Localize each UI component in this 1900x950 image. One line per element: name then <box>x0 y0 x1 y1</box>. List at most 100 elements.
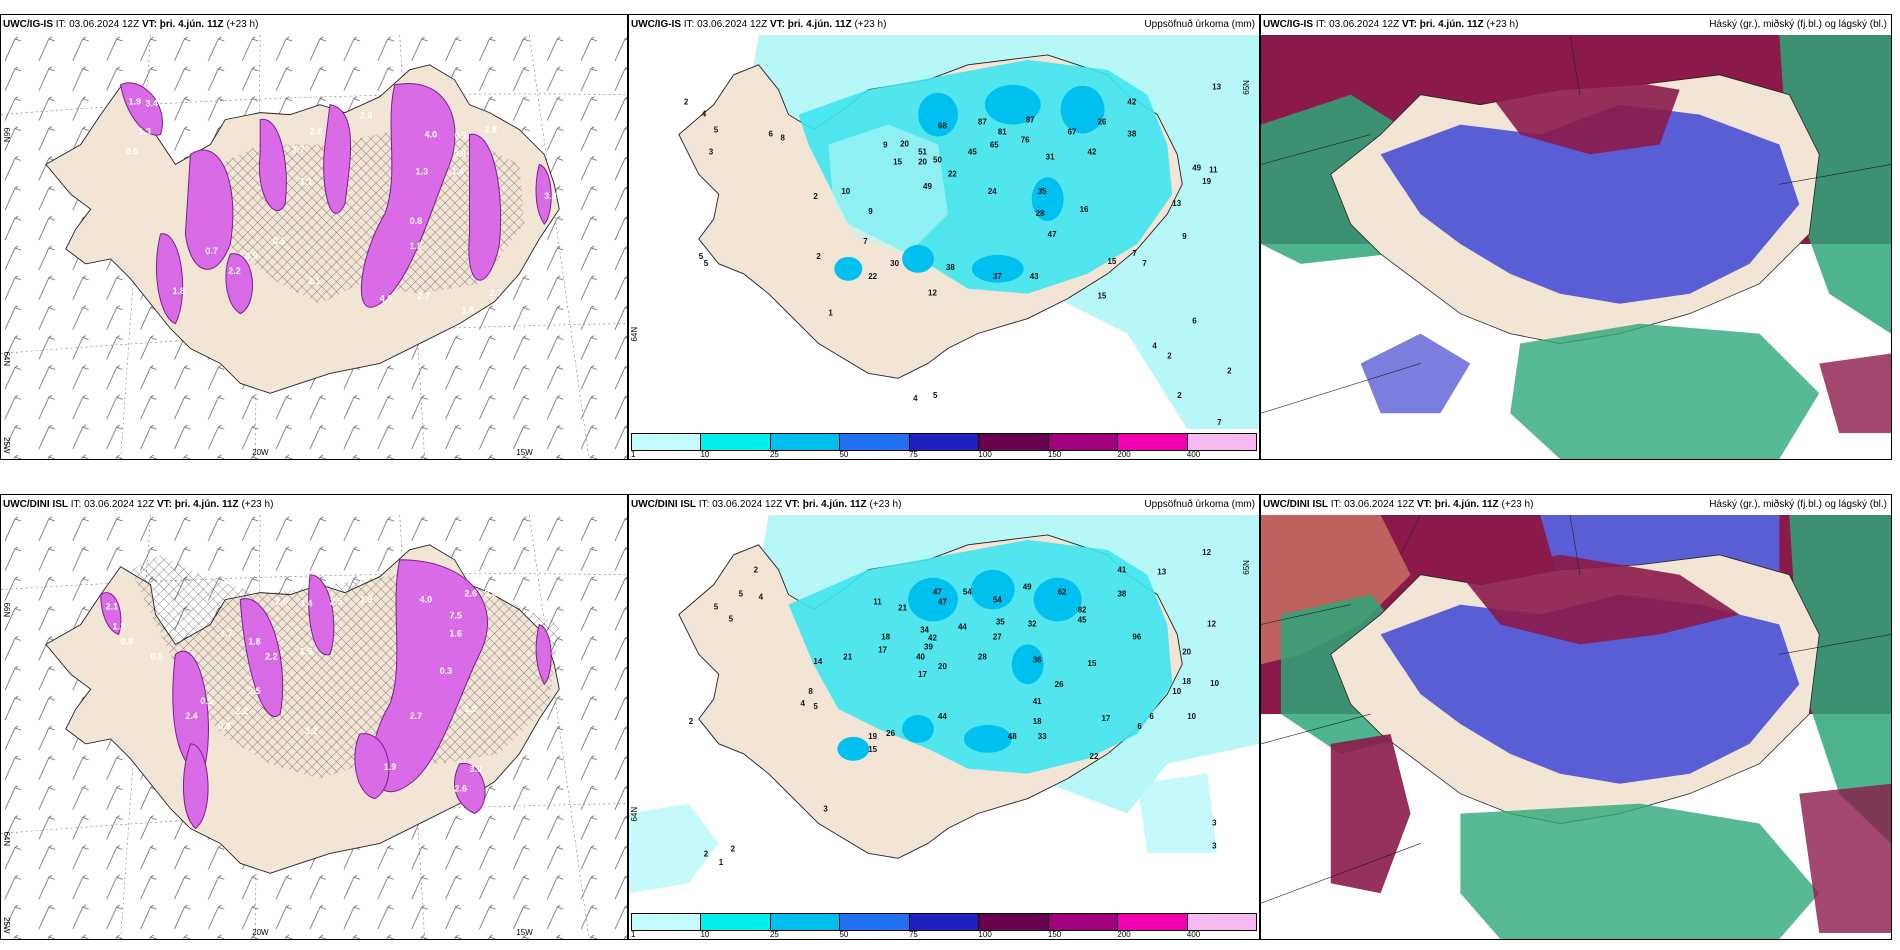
svg-text:18: 18 <box>1182 677 1191 686</box>
svg-text:5: 5 <box>729 614 734 623</box>
svg-text:10: 10 <box>841 187 850 196</box>
svg-text:42: 42 <box>1088 147 1097 156</box>
map-svg-bm: 2 5 4 5 5 11 21 47 54 49 62 41 13 12 47 … <box>629 515 1259 909</box>
svg-text:30: 30 <box>890 259 899 268</box>
svg-text:87: 87 <box>1026 116 1035 125</box>
precip-colorbar: 1 10 25 50 75 100 150 200 400 <box>629 429 1259 459</box>
svg-text:62: 62 <box>1058 588 1067 597</box>
precip-map: 2 5 4 5 5 11 21 47 54 49 62 41 13 12 47 … <box>629 515 1259 909</box>
svg-text:5: 5 <box>933 391 938 400</box>
vt-value: þri. 4.jún. 11Z <box>787 19 852 30</box>
lead-time: (+23 h) <box>1501 499 1534 510</box>
cb-label: 50 <box>839 930 849 939</box>
svg-text:64N: 64N <box>2 832 11 847</box>
svg-text:4.0: 4.0 <box>380 294 392 304</box>
svg-text:1: 1 <box>828 309 833 318</box>
svg-text:81: 81 <box>998 128 1007 137</box>
svg-text:1.7: 1.7 <box>220 628 232 638</box>
panel-bot-left: UWC/DINI ISL IT: 03.06.2024 12Z VT: þri.… <box>0 494 628 940</box>
svg-text:15W: 15W <box>516 448 533 457</box>
cb-swatch <box>1118 434 1188 450</box>
it-value: 03.06.2024 12Z <box>1344 499 1415 510</box>
field-title: Uppsöfnuð úrkoma (mm) <box>1144 19 1255 30</box>
boundary-lines <box>1261 515 1891 904</box>
svg-text:2: 2 <box>704 849 709 858</box>
svg-text:65N: 65N <box>1242 80 1251 95</box>
svg-text:3: 3 <box>1212 841 1217 850</box>
cb-swatch <box>1048 434 1119 450</box>
it-value: 03.06.2024 12Z <box>697 19 768 30</box>
vt-label: VT: <box>769 19 785 30</box>
model-name: UWC/IG-IS <box>631 19 681 30</box>
svg-text:49: 49 <box>923 182 932 191</box>
svg-text:2.7: 2.7 <box>292 144 304 154</box>
colorbar-swatches <box>631 433 1257 451</box>
svg-text:7.5: 7.5 <box>450 611 462 621</box>
svg-text:6: 6 <box>1137 722 1142 731</box>
svg-text:48: 48 <box>1008 732 1017 741</box>
it-label: IT: <box>683 19 695 30</box>
map-svg-tr <box>1261 35 1891 459</box>
svg-text:66N: 66N <box>2 603 11 618</box>
svg-text:47: 47 <box>938 598 947 607</box>
it-value: 03.06.2024 12Z <box>69 19 140 30</box>
svg-text:28: 28 <box>1036 209 1045 218</box>
svg-text:1: 1 <box>719 858 724 867</box>
precip-bands <box>100 559 552 830</box>
svg-text:0.8: 0.8 <box>410 216 422 226</box>
svg-text:49: 49 <box>1023 583 1032 592</box>
axis-labels: 66N 64N 25W 20W 15W <box>2 603 533 937</box>
svg-text:4.0: 4.0 <box>425 130 437 140</box>
mid-cloud-layer <box>1380 104 1800 304</box>
svg-text:2.4: 2.4 <box>185 711 197 721</box>
svg-text:2.2: 2.2 <box>228 266 240 276</box>
value-labels: 2 5 4 5 5 11 21 47 54 49 62 41 13 12 47 … <box>689 548 1220 867</box>
svg-text:2.6: 2.6 <box>275 597 287 607</box>
colorbar-labels: 1 10 25 50 75 100 150 200 400 <box>631 930 1257 939</box>
svg-text:1.9: 1.9 <box>384 762 396 772</box>
mid-cloud-layer <box>1380 594 1800 784</box>
svg-text:6: 6 <box>769 129 774 138</box>
svg-text:6: 6 <box>1192 317 1197 326</box>
svg-text:15: 15 <box>1107 257 1116 266</box>
svg-text:21: 21 <box>898 604 907 613</box>
svg-text:0.7: 0.7 <box>205 246 217 256</box>
svg-text:0.5: 0.5 <box>126 146 138 156</box>
cb-label: 200 <box>1117 450 1131 459</box>
cloud-map <box>1261 515 1891 939</box>
light-precip-south <box>629 773 1218 894</box>
svg-text:4.0: 4.0 <box>420 595 432 605</box>
svg-text:25W: 25W <box>2 437 11 454</box>
svg-text:0.3: 0.3 <box>440 666 452 676</box>
svg-text:51: 51 <box>918 147 927 156</box>
svg-text:54: 54 <box>963 588 972 597</box>
panel-bot-right: UWC/DINI ISL IT: 03.06.2024 12Z VT: þri.… <box>1260 494 1892 940</box>
svg-text:20W: 20W <box>252 928 269 937</box>
svg-text:13: 13 <box>1172 199 1181 208</box>
svg-text:28: 28 <box>978 652 987 661</box>
cb-swatch <box>840 434 910 450</box>
svg-text:2.7: 2.7 <box>410 711 422 721</box>
field-title: Háský (gr.), miðský (fj.bl.) og lágský (… <box>1709 19 1887 30</box>
value-labels: 2 4 5 3 6 8 13 9 20 68 87 81 87 42 26 15… <box>684 83 1232 427</box>
cb-label: 25 <box>769 930 779 939</box>
cb-label: 1 <box>631 930 636 939</box>
svg-text:1.3: 1.3 <box>139 127 151 137</box>
cb-swatch <box>840 914 910 930</box>
cb-swatch <box>632 914 702 930</box>
svg-text:10: 10 <box>1187 712 1196 721</box>
svg-text:22: 22 <box>868 272 877 281</box>
map-svg-br <box>1261 515 1891 939</box>
svg-text:15: 15 <box>893 157 902 166</box>
svg-text:3.4: 3.4 <box>146 99 158 109</box>
svg-text:24: 24 <box>988 187 997 196</box>
svg-text:0.8: 0.8 <box>121 636 133 646</box>
svg-text:44: 44 <box>938 712 947 721</box>
svg-text:10: 10 <box>1172 687 1181 696</box>
svg-text:4: 4 <box>702 110 707 119</box>
svg-text:6: 6 <box>1149 712 1154 721</box>
svg-text:20: 20 <box>938 662 947 671</box>
cb-swatch <box>701 434 771 450</box>
svg-text:2.8: 2.8 <box>310 127 322 137</box>
it-value: 03.06.2024 12Z <box>84 499 155 510</box>
